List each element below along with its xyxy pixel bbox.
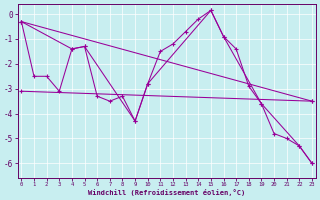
X-axis label: Windchill (Refroidissement éolien,°C): Windchill (Refroidissement éolien,°C) (88, 189, 245, 196)
